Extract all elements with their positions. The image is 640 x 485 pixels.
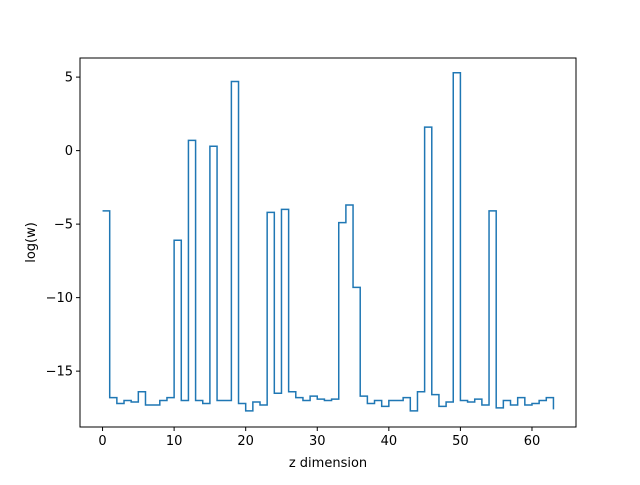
- series-line: [102, 71, 555, 412]
- y-axis-ticks: −15 −10 −5 0 5: [46, 71, 80, 380]
- y-axis-label: log(w): [24, 222, 39, 263]
- plot-area: [102, 71, 555, 412]
- x-tick-label: 20: [237, 434, 254, 449]
- y-tick-label: −5: [54, 218, 73, 233]
- x-tick-label: 40: [381, 434, 398, 449]
- x-tick-label: 60: [524, 434, 541, 449]
- x-axis-ticks: 0 10 20 30 40 50 60: [98, 427, 540, 449]
- x-tick-label: 0: [98, 434, 106, 449]
- y-tick-label: −15: [46, 365, 73, 380]
- y-tick-label: 0: [65, 144, 73, 159]
- axes-frame: [79, 57, 577, 428]
- y-tick-label: 5: [65, 71, 73, 86]
- x-axis-label: z dimension: [289, 456, 367, 471]
- x-tick-label: 10: [166, 434, 183, 449]
- y-tick-label: −10: [46, 291, 73, 306]
- x-tick-label: 30: [309, 434, 326, 449]
- x-tick-label: 50: [452, 434, 469, 449]
